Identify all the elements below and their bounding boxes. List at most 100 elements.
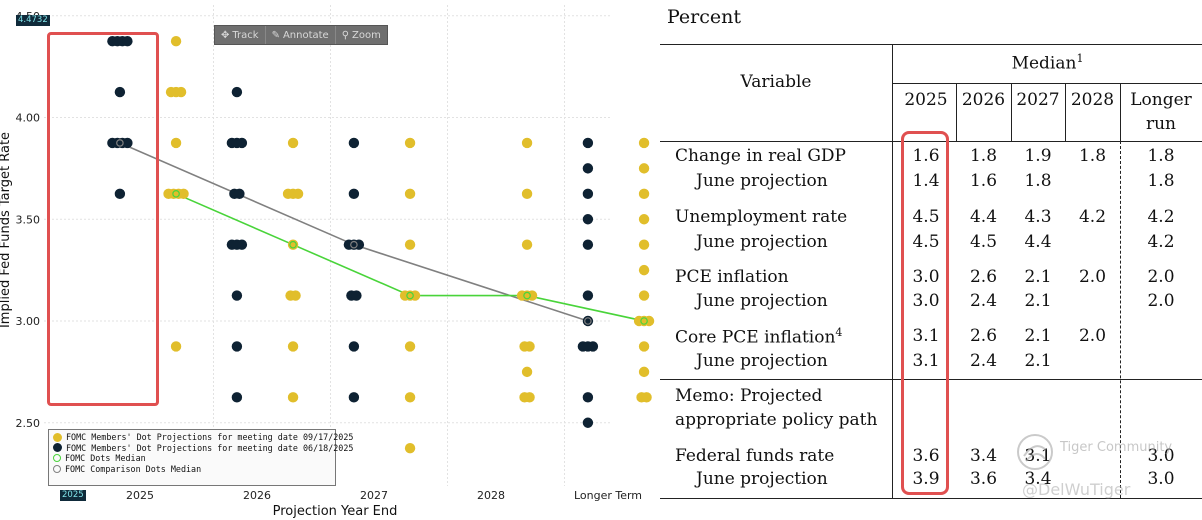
table-cell: 4.5 [912, 232, 940, 252]
y-axis-title: Implied Fed Funds Target Rate [0, 132, 13, 328]
dot-sep-2025 [524, 392, 535, 403]
dot-jun-2025 [348, 188, 360, 200]
table-cell: 1.4 [912, 171, 940, 191]
longer-run-dashed-divider [1120, 141, 1121, 498]
table-cell: 1.8 [1147, 171, 1175, 191]
year-header: 2028 [1070, 90, 1115, 110]
annotate-button[interactable]: ✎ Annotate [266, 26, 336, 44]
row-label-text: PCE inflation [675, 267, 789, 287]
dot-sep-2025 [409, 290, 421, 301]
dot-sep-2025 [404, 392, 416, 403]
year-header: 2026 [961, 90, 1006, 110]
chart-legend: FOMC Members' Dot Projections for meetin… [48, 429, 353, 486]
comparison-median-marker [350, 240, 358, 249]
table-cell: 3.0 [912, 267, 940, 287]
table-cell: 3.1 [1024, 446, 1052, 466]
table-rule-bottom [660, 498, 1202, 499]
table-cell: 2.4 [969, 291, 998, 311]
dot-sep-2025 [404, 442, 416, 454]
chart-toolbar: ✥ Track ✎ Annotate ⚲ Zoom [214, 25, 388, 45]
longer-run-header: Longer [1130, 90, 1192, 110]
dot-sep-2025 [292, 188, 304, 200]
table-cell: 3.0 [1147, 446, 1175, 466]
table-cell: 4.2 [1147, 232, 1175, 252]
x-tick-label: 2025 [126, 489, 154, 502]
table-cell: 3.9 [912, 469, 940, 489]
track-button[interactable]: ✥ Track [215, 26, 266, 44]
dot-sep-2025 [638, 290, 650, 301]
table-cell: 2.1 [1024, 326, 1052, 346]
dot-jun-2025 [582, 417, 594, 428]
table-col-divider [892, 44, 893, 498]
median-marker [172, 190, 180, 198]
axis-ticks: 2.503.003.504.004.502025202620272028Long… [16, 10, 643, 502]
table-rule-top [660, 44, 1202, 45]
median-line [175, 193, 645, 322]
table-cell: 1.8 [1024, 171, 1052, 191]
dot-sep-2025 [638, 341, 650, 352]
median-lines [119, 142, 645, 322]
table-col-divider [1120, 83, 1121, 141]
footnote-marker: 4 [835, 326, 843, 339]
dot-sep-2025 [290, 290, 301, 301]
dot-sep-2025 [404, 341, 416, 352]
y-tick-label: 2.50 [16, 417, 41, 430]
dot-jun-2025 [587, 341, 599, 352]
dot-jun-2025 [231, 290, 243, 301]
highlight-box-2025 [901, 131, 949, 495]
table-cell: 4.5 [969, 232, 998, 252]
legend-item[interactable]: FOMC Comparison Dots Median [53, 464, 331, 475]
longer-run-header: run [1145, 114, 1177, 134]
legend-item[interactable]: FOMC Members' Dot Projections for meetin… [53, 443, 353, 454]
navy-dot-icon [53, 443, 62, 453]
x-tick-label: Longer Term [574, 489, 642, 502]
dot-sep-2025 [170, 137, 182, 149]
dot-plot-chart: 2.503.003.504.004.502025202620272028Long… [0, 5, 655, 519]
dot-sep-2025 [638, 214, 650, 225]
legend-item[interactable]: FOMC Members' Dot Projections for meetin… [53, 432, 353, 443]
table-cell: 3.6 [912, 446, 940, 466]
dot-sep-2025 [638, 239, 650, 250]
unit-label: Percent [667, 6, 742, 28]
dot-sep-2025 [638, 163, 650, 174]
row-label-text: June projection [696, 469, 828, 489]
dot-sep-2025 [404, 188, 416, 200]
memo-label: appropriate policy path [675, 410, 878, 430]
dot-jun-2025 [114, 188, 126, 200]
dot-sep-2025 [287, 341, 299, 352]
median-marker [289, 240, 297, 249]
year-header: 2027 [1016, 90, 1060, 110]
row-label-text: June projection [696, 171, 828, 191]
table-cell: 4.2 [1147, 207, 1175, 227]
table-cell: 2.0 [1078, 326, 1107, 346]
dot-sep-2025 [404, 137, 416, 149]
row-label: June projection [696, 291, 828, 311]
dot-sep-2025 [638, 137, 650, 149]
dot-sep-2025 [638, 366, 650, 378]
table-cell: 2.6 [969, 267, 998, 287]
table-cell: 1.6 [912, 146, 940, 166]
row-label-text: June projection [696, 351, 828, 371]
dot-sep-2025 [521, 188, 533, 200]
dot-jun-2025 [582, 137, 594, 149]
table-cell: 4.2 [1078, 207, 1107, 227]
zoom-button[interactable]: ⚲ Zoom [336, 26, 387, 44]
table-cell: 4.4 [1024, 232, 1052, 252]
annotate-label: Annotate [282, 29, 329, 41]
table-cell: 2.0 [1147, 291, 1175, 311]
table-cell: 1.8 [1078, 146, 1107, 166]
row-label: June projection [696, 232, 828, 252]
chart-grid [44, 5, 612, 486]
dot-sep-2025 [521, 366, 533, 378]
table-cell: 2.1 [1024, 351, 1052, 371]
row-label-text: Core PCE inflation [675, 327, 836, 348]
dot-sep-2025 [641, 392, 652, 403]
dot-jun-2025 [114, 86, 126, 98]
legend-item[interactable]: FOMC Dots Median [53, 453, 331, 464]
table-cell: 1.8 [969, 146, 998, 166]
watermark: Tiger Community @DelWuTiger [1010, 428, 1190, 513]
dot-sep-2025 [521, 239, 533, 250]
table-rule-header [660, 141, 1202, 142]
dot-sep-2025 [643, 315, 655, 327]
hover-value-tag: 4.4732 [16, 15, 50, 26]
